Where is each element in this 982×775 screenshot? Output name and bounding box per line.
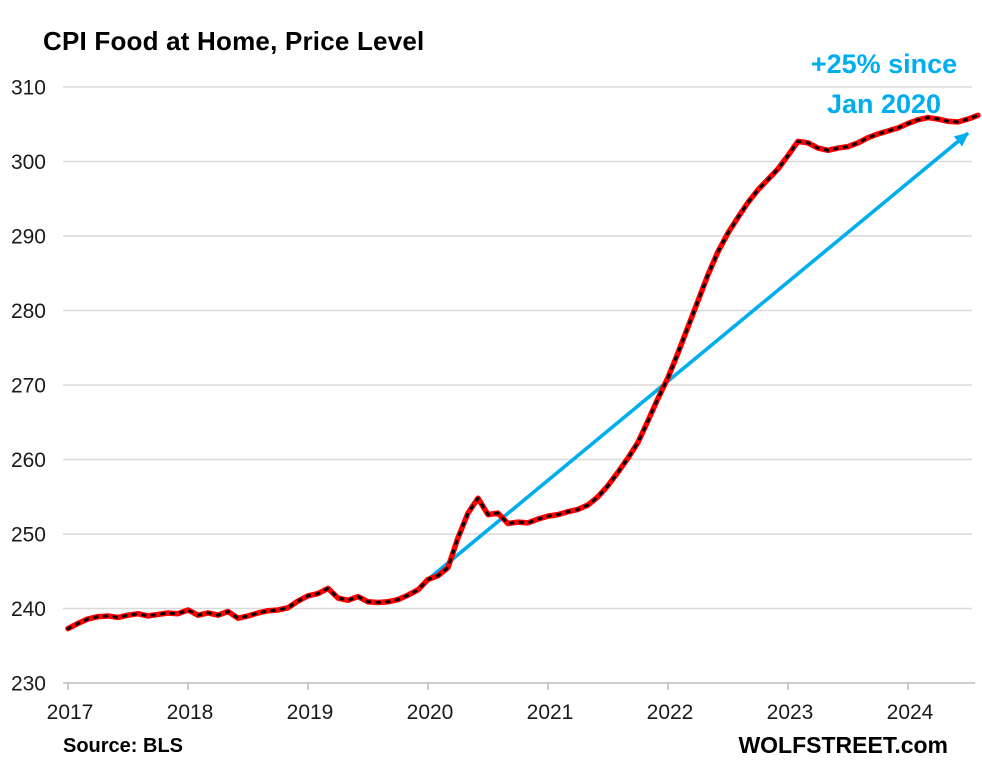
x-tick-label: 2022 (647, 701, 694, 724)
x-tick-label: 2023 (767, 701, 814, 724)
x-tick-label: 2020 (407, 701, 454, 724)
y-tick-label: 230 (11, 673, 46, 696)
y-tick-label: 260 (11, 449, 46, 472)
series-line (65, 112, 981, 632)
growth-arrow (426, 131, 970, 581)
series-marker-dashes (66, 113, 980, 631)
source-label: Source: BLS (63, 735, 184, 757)
arrow-annotation: +25% since Jan 2020 (800, 44, 968, 124)
annotation-line-2: Jan 2020 (826, 89, 942, 119)
x-axis-labels: 2017 2018 2019 2020 2021 2022 2023 2024 (47, 701, 934, 724)
x-axis (63, 682, 975, 690)
y-tick-label: 250 (11, 524, 46, 547)
x-tick-label: 2024 (887, 701, 934, 724)
annotation-line-1: +25% since (810, 49, 958, 79)
y-tick-label: 290 (11, 226, 46, 249)
y-axis-labels: 230 240 250 260 270 280 290 300 310 (11, 77, 46, 696)
y-tick-label: 310 (11, 77, 46, 100)
brand-watermark: WOLFSTREET.com (738, 732, 948, 758)
gridlines (63, 86, 972, 610)
chart-title: CPI Food at Home, Price Level (43, 26, 425, 56)
x-tick-label: 2018 (167, 701, 214, 724)
x-tick-label: 2021 (527, 701, 574, 724)
y-tick-label: 300 (11, 151, 46, 174)
y-tick-label: 280 (11, 300, 46, 323)
y-tick-label: 270 (11, 375, 46, 398)
x-tick-label: 2017 (47, 701, 94, 724)
x-tick-label: 2019 (287, 701, 334, 724)
y-tick-label: 240 (11, 598, 46, 621)
